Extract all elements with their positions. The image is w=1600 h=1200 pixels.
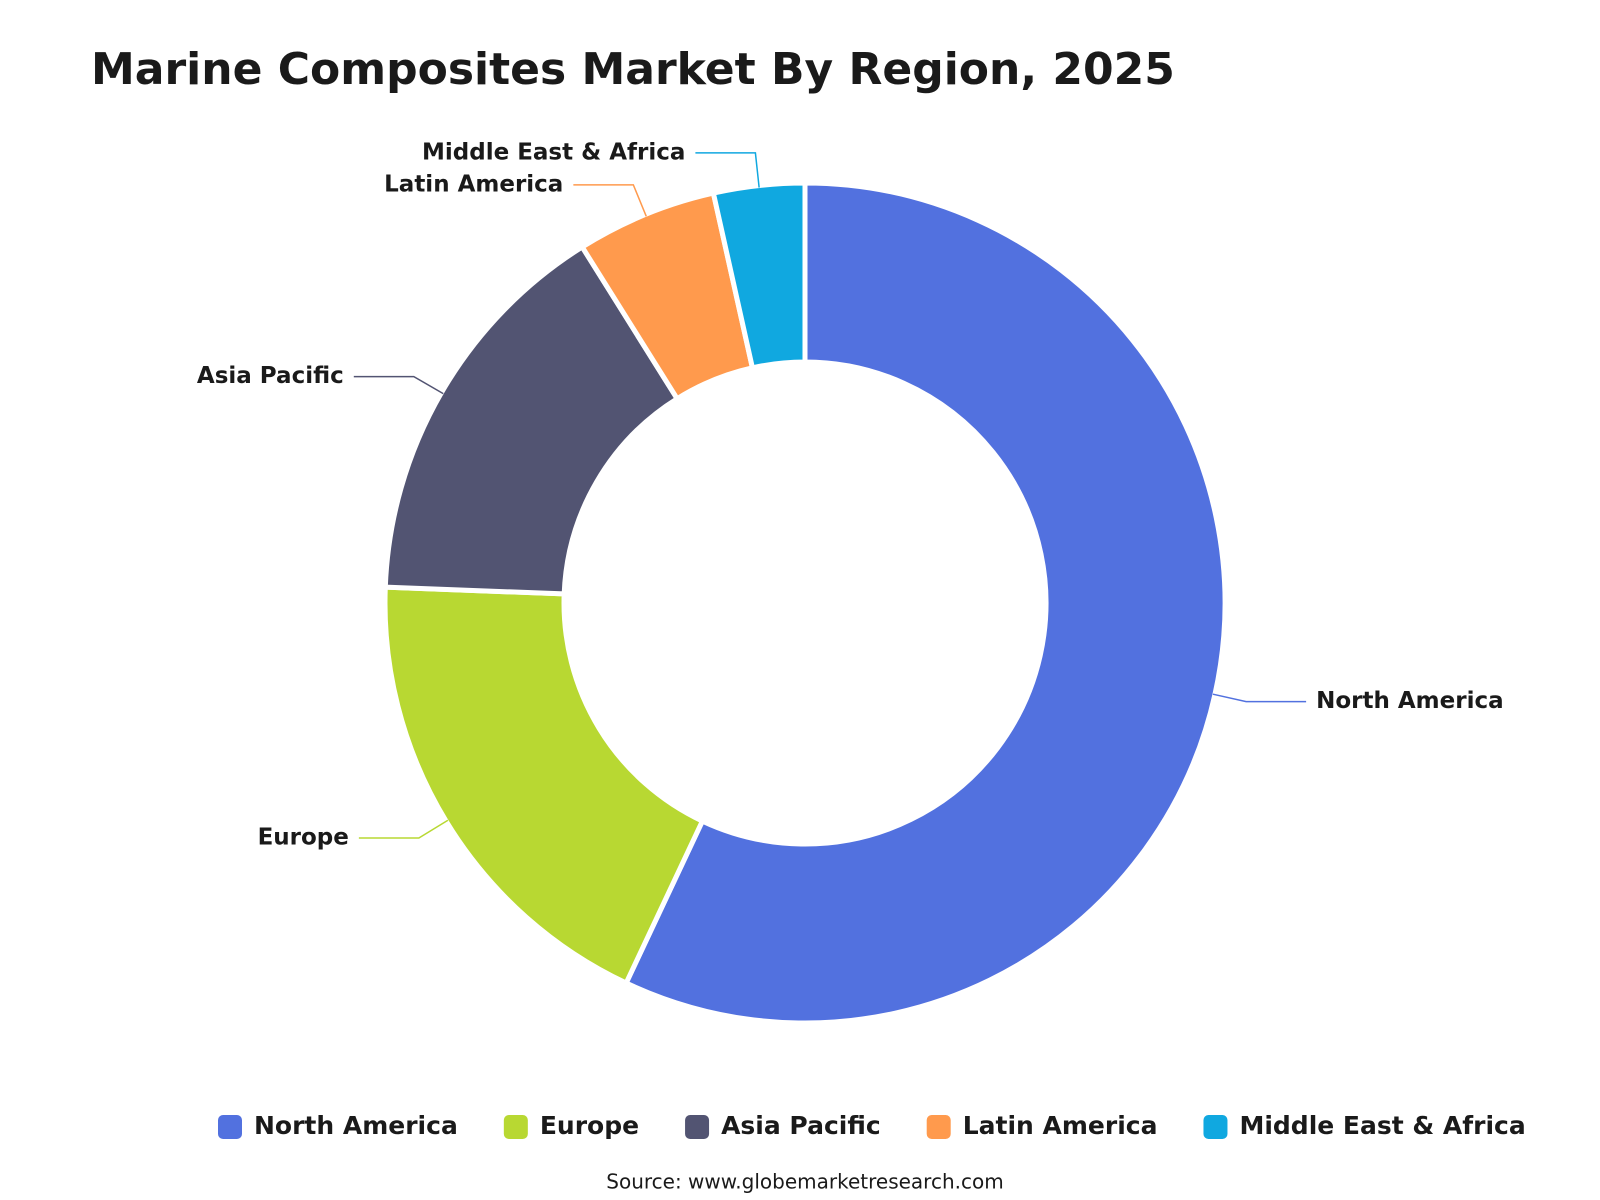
legend-swatch — [685, 1115, 710, 1139]
slice-label: Europe — [258, 824, 349, 850]
legend-label: Europe — [540, 1111, 639, 1140]
legend-label: North America — [254, 1111, 458, 1140]
source: Source: www.globemarketresearch.com — [606, 1170, 1003, 1194]
legend-swatch — [503, 1115, 528, 1139]
leader-line — [1212, 693, 1307, 703]
donut-slice — [710, 180, 808, 371]
legend-swatch — [926, 1115, 951, 1139]
leader-line — [353, 375, 444, 395]
donut-slice — [623, 180, 1228, 1026]
legend-label: Latin America — [963, 1111, 1158, 1140]
donut-slice — [382, 584, 705, 986]
legend-label: Asia Pacific — [721, 1111, 881, 1140]
legend-label: Middle East & Africa — [1239, 1111, 1525, 1140]
leader-line — [573, 184, 647, 217]
chart-title: Marine Composites Market By Region, 2025 — [91, 44, 1175, 95]
slice-label: Latin America — [384, 171, 563, 197]
leader-line — [358, 819, 449, 839]
slice-label: Asia Pacific — [197, 363, 344, 389]
leader-line — [695, 152, 760, 188]
legend-swatch — [1203, 1115, 1228, 1139]
donut-slice — [382, 244, 680, 597]
legend-swatch — [218, 1115, 242, 1139]
slice-label: Middle East & Africa — [422, 139, 685, 165]
slice-label: North America — [1316, 688, 1504, 714]
